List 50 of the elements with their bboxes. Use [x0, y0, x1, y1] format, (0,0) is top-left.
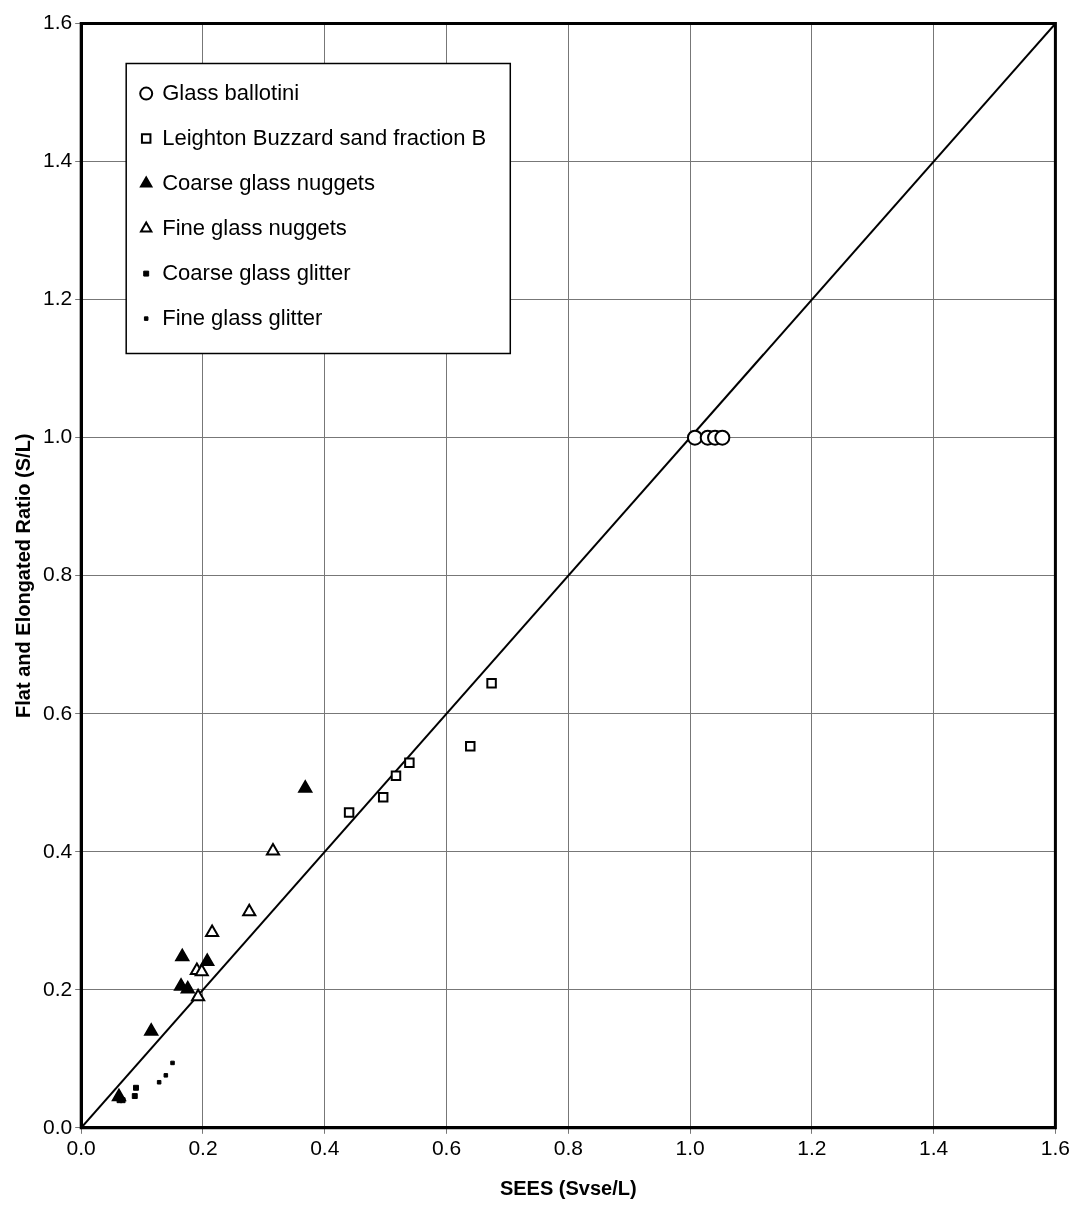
x-tick-label: 1.0	[675, 1136, 705, 1160]
point	[133, 1084, 139, 1091]
legend-label: Glass ballotini	[162, 79, 300, 105]
point	[265, 843, 281, 856]
point	[298, 780, 313, 793]
point	[714, 429, 731, 446]
x-tick-label: 1.4	[919, 1136, 949, 1160]
y-axis-title: Flat and Elongated Ratio (S/L)	[11, 433, 34, 718]
point	[111, 1088, 127, 1102]
x-tick-label: 0.4	[310, 1136, 340, 1160]
y-tick-label: 1.6	[42, 10, 73, 34]
point	[170, 1060, 175, 1066]
point	[175, 948, 190, 962]
point	[486, 678, 497, 689]
x-tick-label: 0.6	[431, 1136, 462, 1160]
point	[180, 981, 195, 994]
legend-label: Fine glass glitter	[162, 304, 323, 330]
legend-label: Leighton Buzzard sand fraction B	[162, 124, 487, 150]
y-tick-label: 1.0	[42, 424, 73, 448]
x-tick-label: 1.6	[1040, 1136, 1071, 1160]
point	[194, 963, 209, 977]
point	[242, 903, 257, 917]
point	[205, 924, 220, 937]
point	[156, 1079, 162, 1085]
y-tick-label: 1.4	[42, 148, 73, 172]
point	[131, 1093, 138, 1100]
x-tick-label: 1.2	[797, 1136, 827, 1160]
point	[144, 1023, 159, 1036]
y-tick-label: 0.2	[42, 976, 73, 1000]
y-tick-label: 0.8	[42, 562, 73, 586]
x-tick-label: 0.0	[66, 1136, 96, 1160]
point	[343, 807, 355, 818]
y-tick-label: 0.6	[42, 700, 73, 724]
y-tick-label: 0.4	[42, 838, 73, 862]
point	[163, 1073, 169, 1078]
point	[686, 429, 703, 446]
point	[465, 740, 476, 752]
point	[200, 953, 215, 966]
x-tick-label: 0.8	[553, 1136, 583, 1160]
legend-label: Coarse glass glitter	[162, 259, 351, 285]
point	[390, 770, 402, 782]
point	[404, 757, 415, 768]
legend-label: Coarse glass nuggets	[162, 169, 375, 195]
y-tick-label: 1.2	[42, 286, 73, 310]
point	[377, 791, 389, 803]
y-tick-label: 0.0	[42, 1114, 73, 1138]
x-axis-title: SEES (Svse/L)	[499, 1176, 637, 1199]
legend-label: Fine glass nuggets	[162, 214, 347, 240]
point	[191, 988, 206, 1002]
x-tick-label: 0.2	[188, 1136, 218, 1160]
